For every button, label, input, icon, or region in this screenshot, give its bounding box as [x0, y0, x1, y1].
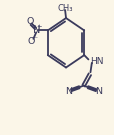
Text: +: +: [36, 24, 41, 30]
Text: CH₃: CH₃: [57, 4, 72, 13]
Text: O: O: [27, 17, 34, 26]
Text: N: N: [65, 87, 72, 96]
Text: N: N: [32, 25, 40, 35]
Text: O: O: [28, 37, 35, 46]
Text: HN: HN: [90, 57, 103, 66]
Text: N: N: [94, 87, 101, 96]
Text: ⁻: ⁻: [33, 35, 37, 44]
